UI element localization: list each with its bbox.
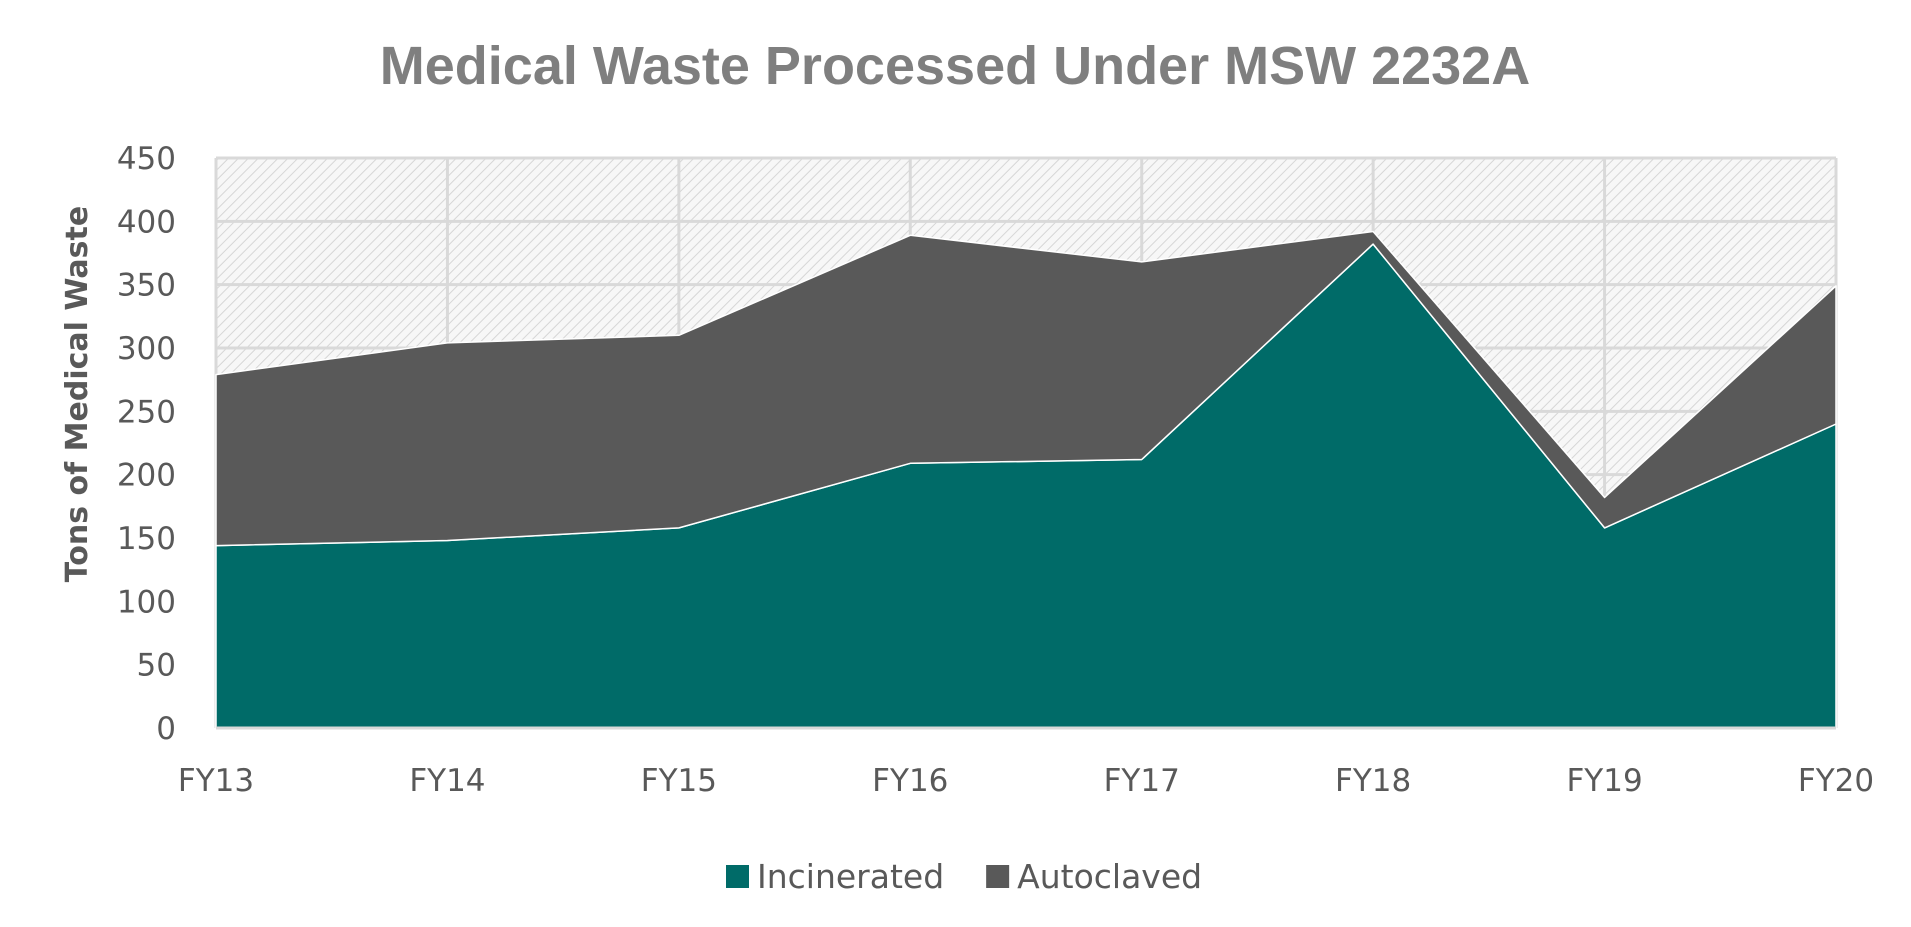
y-tick-label: 450 xyxy=(117,141,176,177)
y-tick-label: 100 xyxy=(117,584,176,620)
x-tick-label: FY19 xyxy=(1566,763,1642,799)
x-tick-label: FY20 xyxy=(1798,763,1874,799)
y-tick-label: 250 xyxy=(117,394,176,430)
x-tick-label: FY13 xyxy=(178,763,254,799)
legend-label-autoclaved: Autoclaved xyxy=(1017,857,1202,896)
x-tick-label: FY15 xyxy=(641,763,717,799)
x-tick-label: FY17 xyxy=(1104,763,1180,799)
x-tick-label: FY16 xyxy=(872,763,948,799)
x-tick-label: FY14 xyxy=(409,763,485,799)
x-tick-labels: FY13 FY14 FY15 FY16 FY17 FY18 FY19 FY20 xyxy=(178,763,1874,799)
y-axis-label: Tons of Medical Waste xyxy=(60,206,95,582)
y-tick-label: 400 xyxy=(117,204,176,240)
legend-swatch-incinerated xyxy=(726,865,749,888)
area-autoclaved xyxy=(215,230,1837,547)
y-tick-label: 350 xyxy=(117,268,176,304)
legend-swatch-autoclaved xyxy=(986,865,1010,888)
y-tick-label: 0 xyxy=(156,711,176,747)
areas xyxy=(215,230,1837,730)
chart-title: Medical Waste Processed Under MSW 2232A xyxy=(380,36,1530,96)
legend: Incinerated Autoclaved xyxy=(726,857,1202,896)
y-tick-label: 300 xyxy=(117,331,176,367)
legend-label-incinerated: Incinerated xyxy=(757,857,944,896)
y-tick-label: 150 xyxy=(117,521,176,557)
y-tick-label: 200 xyxy=(117,458,176,494)
x-tick-label: FY18 xyxy=(1335,763,1411,799)
y-tick-labels: 0 50 100 150 200 250 300 350 400 450 xyxy=(117,141,176,747)
y-tick-label: 50 xyxy=(137,648,176,684)
